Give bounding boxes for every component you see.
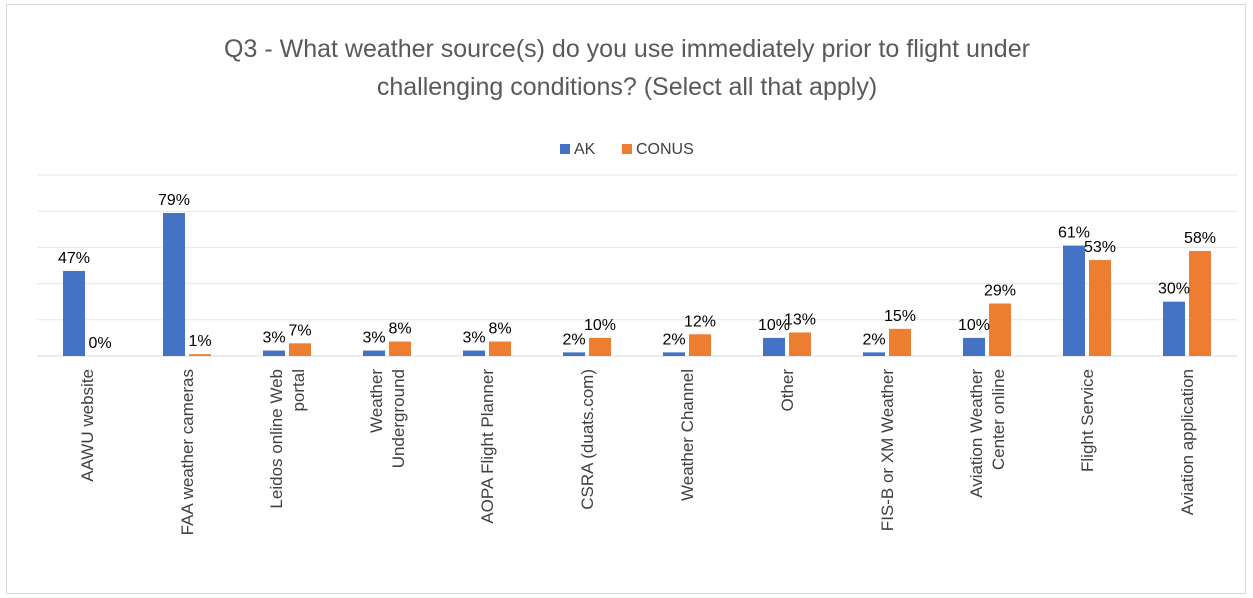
bar-conus [489, 341, 511, 356]
category-label-line: Weather Channel [678, 369, 697, 501]
bar-ak [1163, 301, 1185, 356]
legend-label-conus: CONUS [636, 141, 694, 158]
data-label-ak: 10% [758, 317, 790, 334]
bar-conus [1089, 260, 1111, 356]
bar-conus [589, 337, 611, 356]
category-label-line: FIS-B or XM Weather [878, 369, 897, 532]
data-label-conus: 15% [884, 308, 916, 325]
data-label-conus: 1% [188, 333, 211, 350]
data-label-ak: 3% [262, 330, 285, 347]
data-label-conus: 8% [488, 321, 511, 338]
category-label: Flight Service [1078, 369, 1097, 472]
category-label: Leidos online Web portal [267, 369, 308, 509]
data-label-ak: 30% [1158, 281, 1190, 298]
category-label-line: Aviation Weather [967, 369, 986, 498]
category-label-line: portal [289, 369, 308, 412]
category-labels: AAWU website FAA weather cameras Leidos on… [78, 369, 1197, 536]
category-label-line: AOPA Flight Planner [478, 369, 497, 524]
bar-ak [563, 352, 585, 356]
category-label: Aviation Weather Center online [967, 369, 1008, 498]
bar-ak [663, 352, 685, 356]
category-label: Weather Channel [678, 369, 697, 501]
bar-ak [963, 337, 985, 356]
category-label: FIS-B or XM Weather [878, 369, 897, 532]
category-label: Weather Underground [367, 369, 408, 469]
category-label: Other [778, 369, 797, 412]
category-label: AAWU website [78, 369, 97, 482]
bar-ak [163, 213, 185, 356]
bar-ak [363, 350, 385, 356]
category-label-line: Center online [989, 369, 1008, 470]
chart-title: Q3 - What weather source(s) do you use i… [224, 35, 1030, 101]
bar-conus [989, 303, 1011, 356]
category-label: AOPA Flight Planner [478, 369, 497, 524]
category-label-line: Underground [389, 369, 408, 468]
category-label: FAA weather cameras [178, 369, 197, 535]
data-label-conus: 7% [288, 322, 311, 339]
chart-title-line: Q3 - What weather source(s) do you use i… [224, 35, 1030, 63]
bar-ak [263, 350, 285, 356]
legend-swatch-conus [622, 144, 632, 154]
data-label-ak: 47% [58, 250, 90, 267]
gridlines [37, 174, 1237, 357]
chart-legend: AK CONUS [560, 141, 694, 158]
data-label-ak: 2% [662, 331, 685, 348]
chart-frame: Q3 - What weather source(s) do you use i… [6, 4, 1246, 594]
bar-ak [1063, 245, 1085, 356]
category-label-line: FAA weather cameras [178, 369, 197, 535]
category-label-line: Flight Service [1078, 369, 1097, 472]
data-label-ak: 10% [958, 317, 990, 334]
data-labels: 47%0%79%1% 3% 7% 3%8%3%8%2%10%2%12% 10%13%2%… [58, 192, 1216, 352]
data-label-conus: 53% [1084, 239, 1116, 256]
data-label-conus: 13% [784, 311, 816, 328]
category-label-line: AAWU website [78, 369, 97, 482]
category-label-line: CSRA (duats.com) [578, 369, 597, 510]
category-label-line: Leidos online Web [267, 369, 286, 509]
bar-conus [889, 328, 911, 356]
chart-title-line: challenging conditions? (Select all that… [377, 73, 877, 101]
data-label-ak: 3% [362, 330, 385, 347]
legend-label-ak: AK [574, 141, 596, 158]
category-label: Aviation application [1178, 369, 1197, 515]
bar-ak [863, 352, 885, 356]
data-label-ak: 2% [562, 331, 585, 348]
bar-conus [189, 354, 211, 356]
data-label-conus: 10% [584, 317, 616, 334]
bar-conus [389, 341, 411, 356]
data-label-ak: 3% [462, 330, 485, 347]
bar-ak [63, 270, 85, 356]
data-label-conus: 12% [684, 313, 716, 330]
data-label-ak: 2% [862, 331, 885, 348]
bar-conus [289, 343, 311, 356]
bar-ak [763, 337, 785, 356]
bar-ak [463, 350, 485, 356]
data-label-ak: 61% [1058, 225, 1090, 242]
data-label-conus: 58% [1184, 230, 1216, 247]
bar-chart: Q3 - What weather source(s) do you use i… [37, 35, 1237, 536]
bar-conus [789, 332, 811, 356]
category-label-line: Weather [367, 369, 386, 433]
bars [63, 213, 1211, 356]
data-label-conus: 8% [388, 321, 411, 338]
category-label-line: Other [778, 369, 797, 412]
category-label: CSRA (duats.com) [578, 369, 597, 510]
legend-swatch-ak [560, 144, 570, 154]
bar-conus [689, 334, 711, 356]
bar-conus [1189, 251, 1211, 356]
data-label-ak: 79% [158, 192, 190, 209]
data-label-conus: 0% [88, 335, 111, 352]
data-label-conus: 29% [984, 283, 1016, 300]
category-label-line: Aviation application [1178, 369, 1197, 515]
